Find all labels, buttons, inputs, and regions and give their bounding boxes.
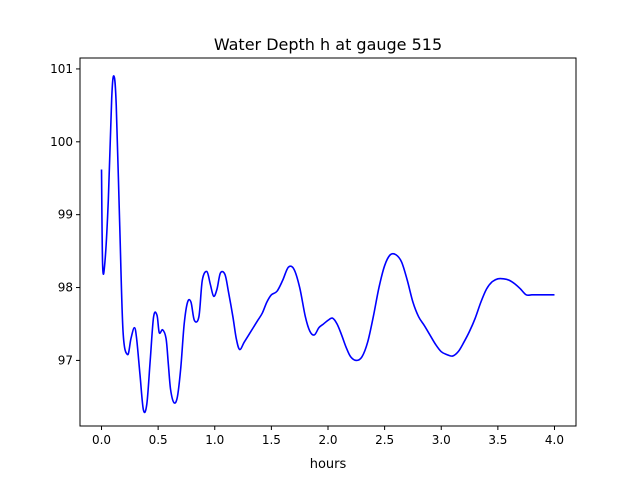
x-tick-label: 1.5 [262, 433, 281, 447]
x-tick-label: 3.5 [488, 433, 507, 447]
x-tick-label: 2.5 [375, 433, 394, 447]
y-tick-label: 100 [50, 135, 73, 149]
chart-title: Water Depth h at gauge 515 [214, 35, 442, 54]
plot-frame [79, 57, 577, 427]
x-tick-label: 0.5 [149, 433, 168, 447]
x-tick-label: 0.0 [92, 433, 111, 447]
y-tick-label: 99 [58, 208, 73, 222]
y-tick-label: 97 [58, 353, 73, 367]
x-tick-label: 1.0 [205, 433, 224, 447]
y-tick-label: 101 [50, 62, 73, 76]
y-tick-label: 98 [58, 281, 73, 295]
series-line-0 [100, 75, 555, 414]
axis-ticks: 0.0 0.5 1.0 1.5 2.0 2.5 3.0 3.5 4.0 97 98 99 100 101 [50, 62, 564, 447]
series-layer [100, 75, 555, 414]
x-tick-label: 4.0 [545, 433, 564, 447]
x-axis-label: hours [310, 457, 347, 472]
x-tick-label: 2.0 [318, 433, 337, 447]
x-tick-label: 3.0 [432, 433, 451, 447]
